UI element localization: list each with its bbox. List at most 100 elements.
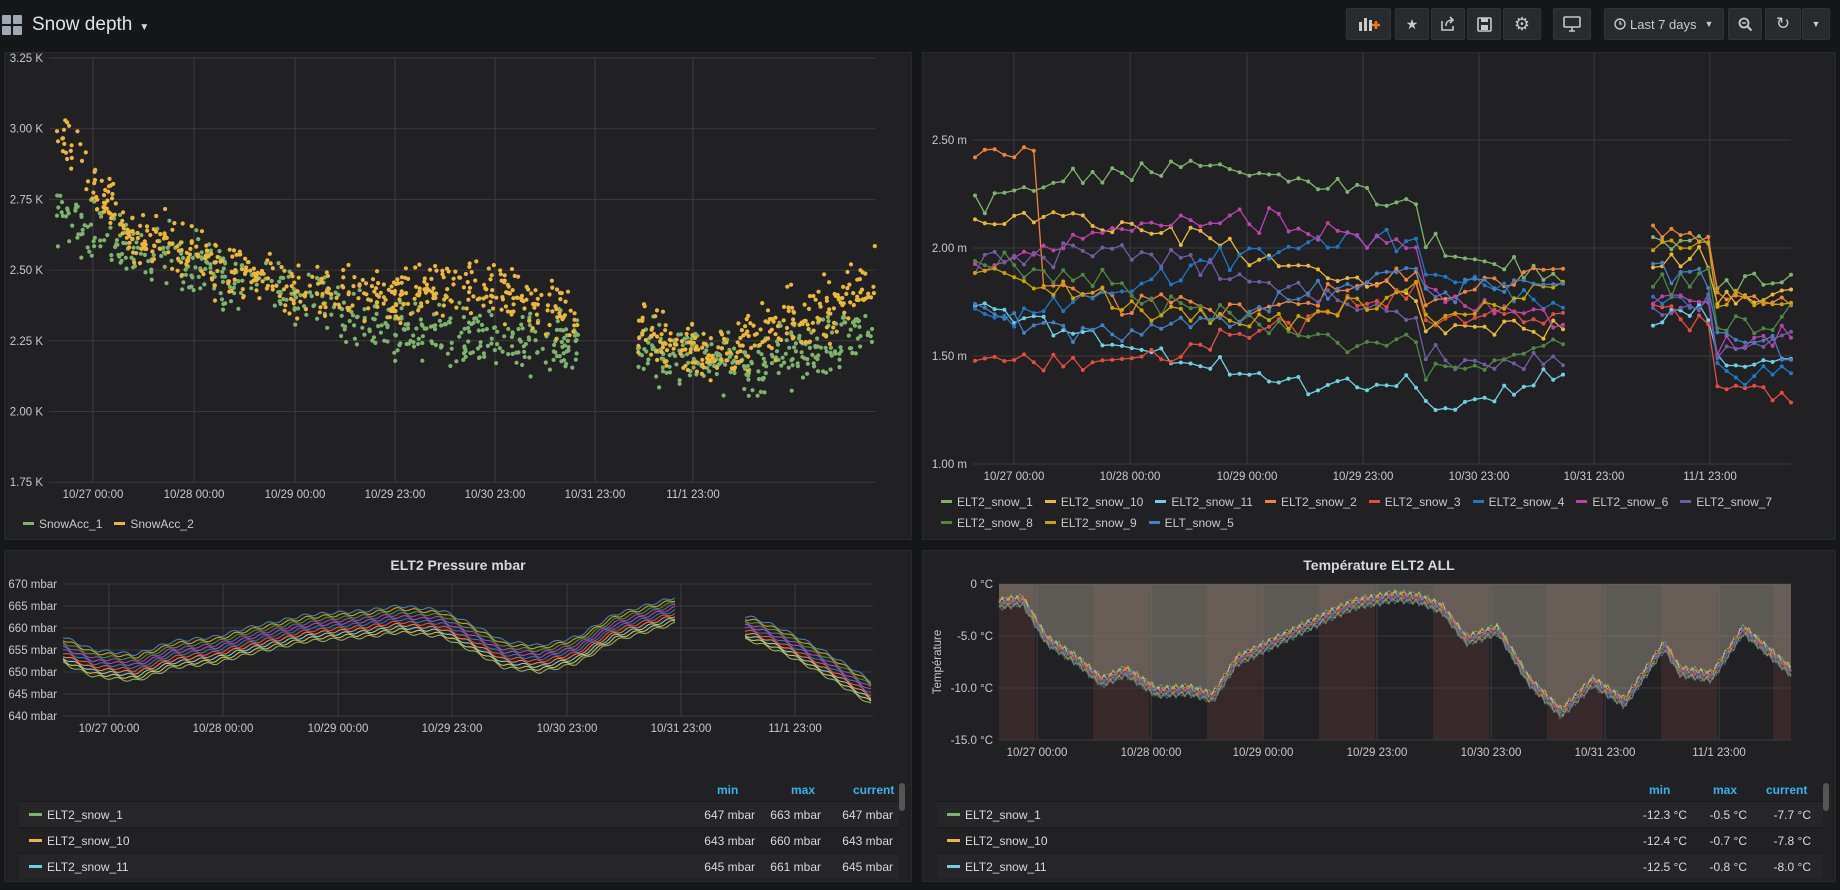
series-name: ELT2_snow_10 xyxy=(47,834,130,848)
series-point xyxy=(1651,323,1655,328)
scatter-point xyxy=(323,305,328,310)
legend-table-row[interactable]: ELT2_snow_11 -12.5 °C -0.8 °C -8.0 °C xyxy=(937,853,1823,879)
star-button[interactable]: ★ xyxy=(1395,8,1429,40)
elt2-snow-line-chart[interactable]: 2.50 m2.00 m1.50 m1.00 m10/27 00:00 10/28… xyxy=(923,53,1837,541)
dashboard-picker[interactable]: Snow depth ▼ xyxy=(2,10,149,40)
series-point xyxy=(1208,236,1213,241)
scatter-point xyxy=(827,307,832,312)
scatter-point xyxy=(360,325,365,330)
temperature-line-chart[interactable]: 0 °C-5.0 °C-10.0 °C-15.0 °C10/27 00:00 10… xyxy=(923,577,1837,807)
scatter-point xyxy=(642,347,647,352)
panel-temperature[interactable]: Température ELT2 ALL 0 °C -5.0 °C -10.0 °C… xyxy=(922,550,1836,882)
legend-table-row[interactable]: ELT2_snow_1 -12.3 °C -0.5 °C -7.7 °C xyxy=(937,801,1823,827)
legend-item[interactable]: ELT2_snow_11 xyxy=(1155,491,1253,512)
series-point xyxy=(1453,407,1458,412)
scatter-point xyxy=(442,322,447,327)
scatter-point xyxy=(92,199,97,204)
panel-elt2-snow[interactable]: 2.50 m 2.00 m 1.50 m 1.00 m 10/27 00:00 10/28… xyxy=(922,52,1836,540)
scatter-point xyxy=(381,301,386,306)
series-point xyxy=(1080,248,1085,253)
legend-table-row[interactable]: ELT2_snow_10 -12.4 °C -0.7 °C -7.8 °C xyxy=(937,827,1823,853)
legend-item-snowacc-2[interactable]: SnowAcc_2 xyxy=(114,513,194,534)
legend-item[interactable]: ELT2_snow_1 xyxy=(941,491,1033,512)
scatter-point xyxy=(54,129,60,134)
legend-item[interactable]: ELT2_snow_10 xyxy=(1044,491,1143,512)
panel-snowacc[interactable]: 3.25 K 3.00 K 2.75 K 2.50 K 2.25 K 2.00 K 1.75… xyxy=(4,52,912,540)
scatter-point xyxy=(131,245,136,250)
series-point xyxy=(1227,310,1232,315)
scatter-point xyxy=(69,166,74,171)
series-line xyxy=(744,636,872,702)
scatter-point xyxy=(790,356,795,362)
scatter-point xyxy=(789,388,794,393)
scatter-point xyxy=(354,342,359,347)
series-point xyxy=(1335,286,1340,291)
scatter-point xyxy=(636,343,641,348)
series-point xyxy=(1276,302,1281,307)
col-current-header[interactable]: current xyxy=(853,783,895,797)
legend-table-row[interactable]: ELT2_snow_10 643 mbar 660 mbar 643 mbar xyxy=(19,827,899,853)
series-point xyxy=(1218,315,1222,320)
scatter-point xyxy=(346,292,351,297)
add-panel-button[interactable] xyxy=(1346,8,1391,40)
scatter-point xyxy=(790,363,795,368)
scatter-point xyxy=(519,296,524,301)
series-point xyxy=(1365,185,1369,190)
refresh-button[interactable]: ↻ xyxy=(1765,8,1801,40)
scatter-point xyxy=(143,270,148,275)
share-button[interactable] xyxy=(1431,8,1465,40)
snowacc-scatter-chart[interactable]: 3.25 K3.00 K2.75 K2.50 K2.25 K2.00 K1.75… xyxy=(5,53,913,541)
legend-item[interactable]: ELT2_snow_2 xyxy=(1264,491,1357,512)
legend-item[interactable]: ELT2_snow_7 xyxy=(1680,491,1772,512)
scatter-point xyxy=(786,305,791,310)
scatter-point xyxy=(487,309,492,314)
scatter-point xyxy=(135,236,140,241)
legend-item[interactable]: ELT2_snow_8 xyxy=(941,512,1033,533)
legend-scrollbar[interactable] xyxy=(899,783,905,811)
scatter-point xyxy=(298,299,303,304)
series-point xyxy=(1120,312,1124,317)
col-current-header[interactable]: current xyxy=(1766,783,1808,797)
time-range-picker[interactable]: Last 7 days ▼ xyxy=(1604,8,1724,40)
series-point xyxy=(1404,277,1409,282)
series-point xyxy=(1669,226,1674,231)
series-point xyxy=(1296,297,1301,302)
series-point xyxy=(1227,277,1232,282)
legend-item[interactable]: ELT2_snow_6 xyxy=(1576,491,1668,512)
scatter-point xyxy=(649,334,654,339)
x-tick-label: 10/30 23:00 xyxy=(537,723,598,735)
legend-item[interactable]: ELT2_snow_4 xyxy=(1472,491,1564,512)
legend-swatch xyxy=(29,813,42,816)
save-button[interactable] xyxy=(1467,8,1501,40)
zoom-out-button[interactable] xyxy=(1728,8,1762,40)
col-min-header[interactable]: min xyxy=(717,783,739,797)
settings-button[interactable]: ⚙ xyxy=(1503,8,1541,40)
col-min-header[interactable]: min xyxy=(1649,783,1671,797)
series-point xyxy=(1061,268,1066,273)
scatter-point xyxy=(169,258,174,263)
legend-item[interactable]: ELT2_snow_9 xyxy=(1044,512,1137,533)
legend-table-row[interactable]: ELT2_snow_11 645 mbar 661 mbar 645 mbar xyxy=(19,853,899,879)
legend-table-row[interactable]: ELT2_snow_1 647 mbar 663 mbar 647 mbar xyxy=(19,801,899,827)
scatter-point xyxy=(775,324,781,329)
col-max-header[interactable]: max xyxy=(1713,783,1738,797)
scatter-point xyxy=(453,269,458,274)
legend-item-snowacc-1[interactable]: SnowAcc_1 xyxy=(23,513,102,534)
scatter-point xyxy=(161,236,167,241)
scatter-point xyxy=(667,353,672,358)
tv-mode-button[interactable] xyxy=(1553,8,1591,40)
legend-item[interactable]: ELT2_snow_3 xyxy=(1368,491,1461,512)
scatter-point xyxy=(500,349,505,354)
legend-scrollbar[interactable] xyxy=(1823,783,1829,811)
series-point xyxy=(1335,379,1340,384)
series-line xyxy=(744,623,872,690)
scatter-point xyxy=(184,261,189,267)
refresh-interval-picker[interactable]: ▼ xyxy=(1802,8,1830,40)
series-point xyxy=(1492,262,1497,267)
scatter-point xyxy=(679,339,685,344)
panel-pressure[interactable]: ELT2 Pressure mbar 670 mbar 665 mbar 660 m… xyxy=(4,550,912,882)
col-max-header[interactable]: max xyxy=(791,783,816,797)
scatter-point xyxy=(565,338,571,343)
legend-item[interactable]: ELT_snow_5 xyxy=(1148,512,1234,533)
